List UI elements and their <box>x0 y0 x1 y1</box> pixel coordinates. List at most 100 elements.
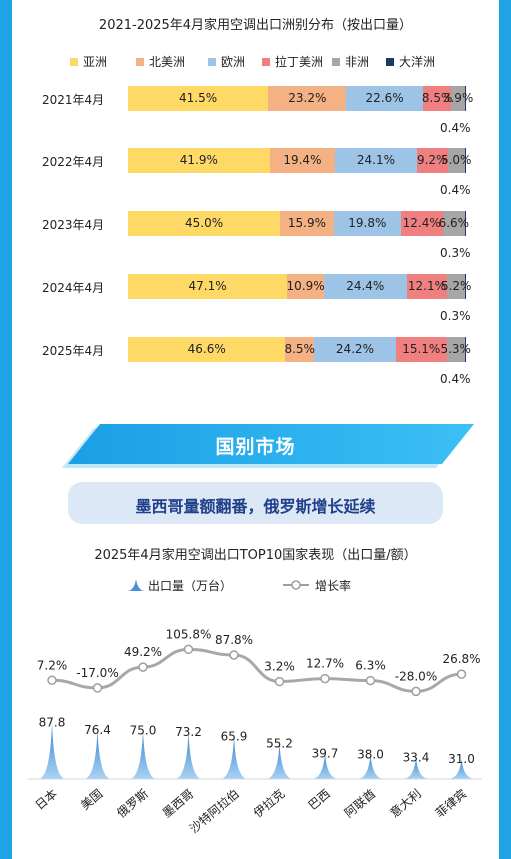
bar-segment <box>464 86 467 111</box>
bar-segment <box>287 274 325 299</box>
headline-text: 墨西哥量额翻番，俄罗斯增长延续 <box>135 497 376 516</box>
growth-label: -17.0% <box>76 666 118 680</box>
legend-label: 亚洲 <box>83 55 108 69</box>
bar-segment <box>324 274 407 299</box>
segment-label: 24.1% <box>356 153 395 167</box>
bar-segment <box>464 211 467 236</box>
growth-point <box>320 673 330 684</box>
top-chart-title: 2021-2025年4月家用空调出口洲别分布（按出口量） <box>98 18 413 33</box>
volume-label: 39.7 <box>312 746 339 760</box>
bar-segment <box>464 148 467 173</box>
volume-label: 75.0 <box>130 724 157 738</box>
legend-item-2: 欧洲 <box>208 53 245 70</box>
segment-label: 12.1% <box>407 279 447 293</box>
segment-label: 15.9% <box>287 216 327 230</box>
segment-label: 22.6% <box>365 91 404 105</box>
segment-label: 41.9% <box>179 153 218 167</box>
category-label: 俄罗斯 <box>114 787 151 821</box>
volume-spike <box>265 743 294 779</box>
growth-label: 105.8% <box>166 627 212 641</box>
growth-label: 6.3% <box>355 659 386 673</box>
bar-segment <box>333 211 401 236</box>
legend-label: 大洋洲 <box>399 55 436 69</box>
bar-segment <box>128 148 270 173</box>
legend-swatch <box>386 57 394 66</box>
bar-segment <box>346 86 423 111</box>
category-label: 意大利 <box>387 786 424 821</box>
row-label: 2023年4月 <box>42 218 105 232</box>
legend-item-0: 亚洲 <box>70 53 107 70</box>
segment-label: 15.1% <box>402 342 441 356</box>
segment-label: 24.2% <box>335 342 374 356</box>
volume-label: 87.8 <box>39 715 66 729</box>
category-label: 巴西 <box>306 787 333 813</box>
stacked-bar <box>128 211 467 236</box>
segment-label: 10.9% <box>286 279 325 293</box>
legend-item-5: 大洋洲 <box>386 53 435 70</box>
bar-segment <box>406 274 448 299</box>
growth-label: 3.2% <box>264 660 295 674</box>
growth-label: 49.2% <box>124 645 162 659</box>
volume-label: 76.4 <box>84 723 111 737</box>
segment-label: 23.2% <box>288 91 327 105</box>
bar-segment <box>447 274 465 299</box>
growth-label: 87.8% <box>215 633 253 647</box>
segment-label: 41.5% <box>179 91 218 105</box>
volume-spike <box>174 731 203 779</box>
volume-spike <box>447 759 476 779</box>
bar-segment <box>128 274 288 299</box>
stacked-bar <box>128 274 467 299</box>
growth-point <box>365 675 376 686</box>
bar-segment <box>451 86 465 111</box>
category-label: 日本 <box>33 787 60 813</box>
segment-label: 0.4% <box>440 183 471 197</box>
segment-label: 19.4% <box>283 153 322 167</box>
growth-point <box>138 662 148 672</box>
legend-label: 非洲 <box>345 55 370 69</box>
category-label: 美国 <box>78 787 105 813</box>
bar-segment <box>285 337 315 362</box>
bar-segment <box>446 337 465 362</box>
section-banner-shape <box>62 424 474 468</box>
stacked-bar <box>128 337 467 362</box>
growth-label: 7.2% <box>37 658 68 672</box>
bottom-chart-plot: 7.2% -17.0% 49.2% 105.8% 87.8% 3.2% 12.7% 6.3%-… <box>28 627 482 836</box>
segment-label: 24.4% <box>346 279 385 293</box>
legend-label: 欧洲 <box>221 55 246 69</box>
infographic-card: 2021-2025年4月家用空调出口洲别分布（按出口量） 亚洲 北美洲 欧洲 拉丁美洲… <box>12 0 499 859</box>
segment-label: 0.3% <box>440 309 471 323</box>
volume-label: 33.4 <box>403 750 430 764</box>
segment-label: 47.1% <box>188 279 227 293</box>
category-label: 伊拉克 <box>250 786 287 821</box>
bottom-chart-legend: 出口量（万台） 增长率 <box>122 577 422 593</box>
volume-legend-icon <box>127 579 145 591</box>
volume-label: 31.0 <box>448 752 475 766</box>
segment-label: 46.6% <box>187 342 226 356</box>
volume-legend-label: 出口量（万台） <box>148 579 233 593</box>
volume-spike <box>220 736 248 779</box>
row-label: 2022年4月 <box>42 155 105 169</box>
segment-label: 0.4% <box>440 372 471 386</box>
category-label: 阿联酋 <box>341 786 378 821</box>
bar-segment <box>335 148 417 173</box>
bar-segment <box>128 211 281 236</box>
bar-segment <box>268 86 347 111</box>
bar-segment <box>464 337 467 362</box>
segment-label: 8.5% <box>421 91 453 105</box>
legend-item-1: 北美洲 <box>136 53 185 70</box>
legend-label: 拉丁美洲 <box>275 55 324 69</box>
segment-label: 8.5% <box>284 342 315 356</box>
volume-label: 55.2 <box>266 736 293 750</box>
growth-label: -28.0% <box>395 669 437 683</box>
section-banner: 国别市场 <box>215 436 296 458</box>
legend-item-3: 拉丁美洲 <box>262 53 323 70</box>
row-label: 2025年4月 <box>42 344 105 358</box>
growth-line <box>51 647 462 693</box>
bar-segment <box>464 274 467 299</box>
legend-swatch <box>208 57 216 66</box>
bar-segment <box>416 148 448 173</box>
growth-label: 26.8% <box>442 652 480 666</box>
growth-legend-icon <box>283 580 309 590</box>
growth-point <box>411 686 421 697</box>
growth-point <box>183 644 194 655</box>
